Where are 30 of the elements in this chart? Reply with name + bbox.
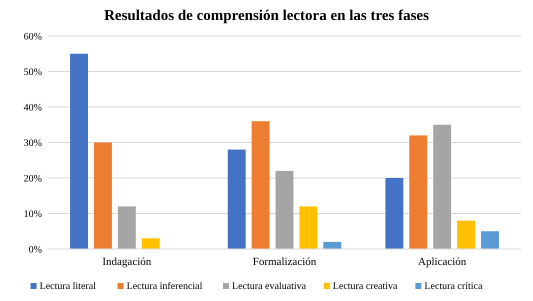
bar xyxy=(70,54,88,249)
x-tick-label: Formalización xyxy=(252,256,317,268)
y-tick-label: 10% xyxy=(24,209,42,220)
bar xyxy=(409,135,428,249)
bar xyxy=(94,142,112,249)
legend-label: Lectura inferencial xyxy=(126,281,203,292)
bar xyxy=(457,220,476,249)
y-tick-label: 50% xyxy=(24,67,42,78)
bar xyxy=(323,242,342,249)
x-tick-label: Indagación xyxy=(102,256,152,268)
bar xyxy=(481,231,499,249)
bar xyxy=(252,121,270,249)
bar xyxy=(385,178,404,249)
bar xyxy=(433,124,452,249)
legend-label: Lectura crítica xyxy=(424,281,483,292)
legend-label: Lectura evaluativa xyxy=(232,281,307,292)
legend-label: Lectura creativa xyxy=(332,281,398,292)
y-tick-label: 30% xyxy=(24,138,42,149)
bar xyxy=(142,238,160,249)
chart-title: Resultados de comprensión lectora en las tres fases xyxy=(104,8,430,24)
bar xyxy=(276,170,294,249)
y-tick-label: 20% xyxy=(24,174,42,184)
legend-label: Lectura literal xyxy=(40,281,96,292)
y-tick-label: 40% xyxy=(24,102,42,114)
bar xyxy=(118,206,136,249)
bar xyxy=(228,150,246,249)
y-tick-label: 0% xyxy=(28,244,42,256)
bar xyxy=(299,206,318,249)
x-tick-label: Aplicación xyxy=(418,256,467,268)
y-tick-label: 60% xyxy=(24,32,42,42)
